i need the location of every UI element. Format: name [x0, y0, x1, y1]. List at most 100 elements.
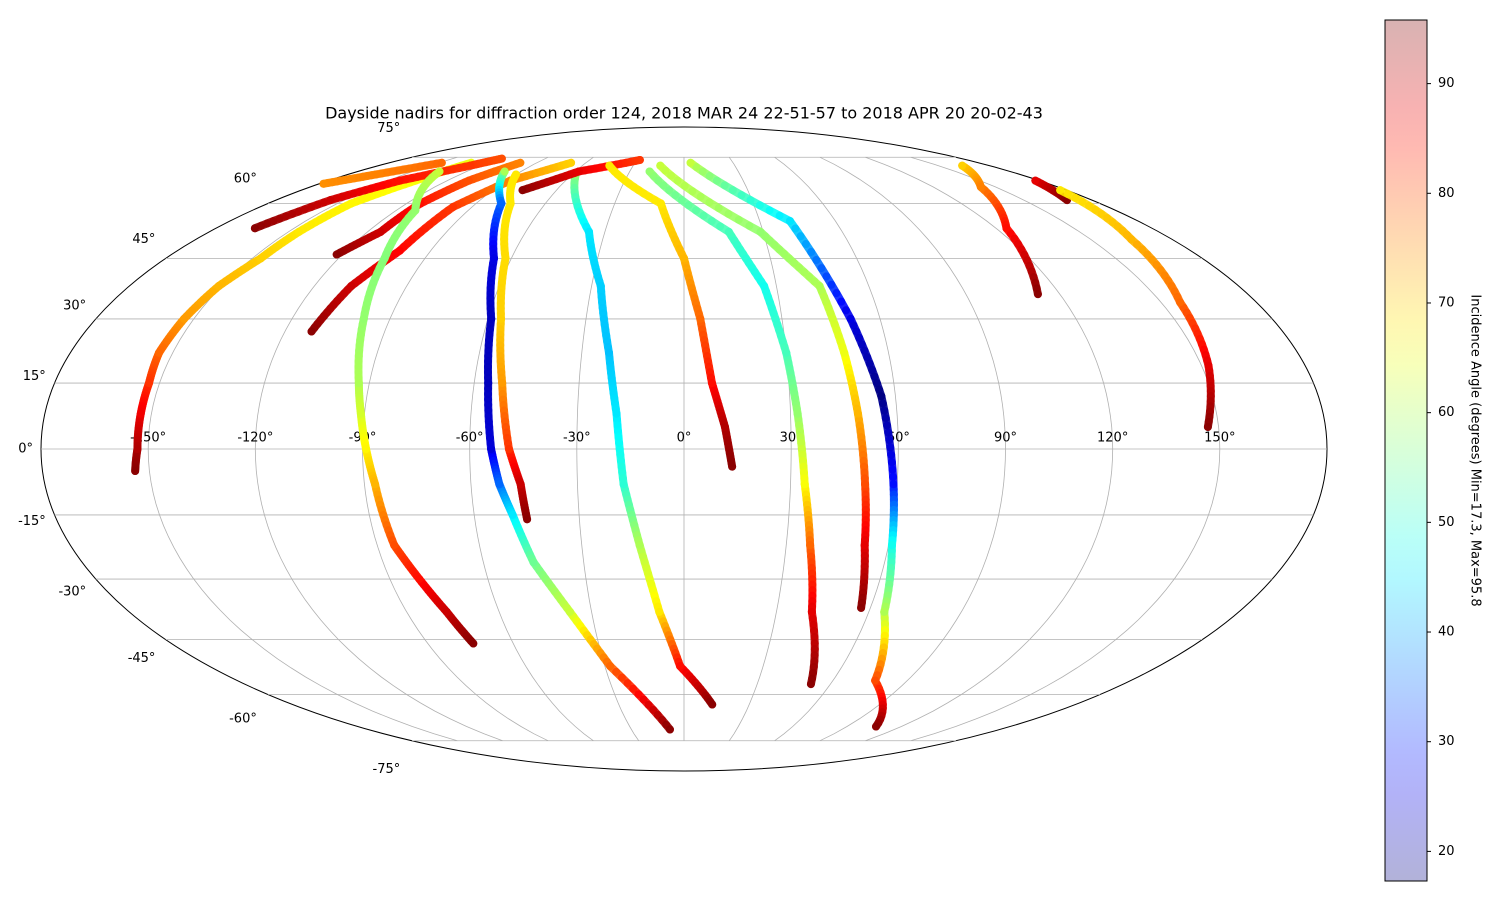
nadir-point — [853, 409, 862, 418]
colorbar-tick-label: 20 — [1438, 844, 1455, 859]
nadir-point — [501, 254, 510, 263]
nadir-point — [362, 445, 371, 453]
nadir-point — [435, 167, 444, 176]
nadir-point — [656, 199, 665, 208]
nadir-point — [656, 161, 665, 170]
nadir-point — [497, 154, 506, 163]
nadir-point — [1127, 235, 1136, 244]
nadir-point — [574, 167, 583, 176]
nadir-point — [326, 196, 335, 205]
nadir-point — [332, 250, 341, 259]
nadir-point — [756, 227, 765, 236]
nadir-point — [696, 314, 705, 323]
nadir-point — [567, 158, 576, 167]
nadir-point — [860, 541, 869, 550]
nadir-point — [504, 445, 513, 453]
nadir-point — [815, 282, 824, 291]
nadir-point — [489, 254, 498, 263]
nadir-point — [760, 282, 769, 291]
lon-tick-label: 150° — [1204, 431, 1235, 446]
nadir-point — [1033, 290, 1042, 299]
lon-tick-label: 90° — [994, 431, 1017, 446]
nadir-point — [390, 541, 399, 550]
nadir-point — [498, 379, 507, 388]
nadir-point — [500, 167, 509, 176]
nadir-point — [294, 227, 303, 236]
nadir-point — [857, 603, 866, 612]
lat-tick-label: 0° — [18, 442, 33, 457]
nadir-point — [887, 541, 896, 550]
nadir-point — [516, 158, 525, 167]
nadir-point — [371, 480, 380, 489]
nadir-point — [307, 327, 316, 336]
nadir-point — [708, 700, 717, 709]
nadir-point — [619, 480, 628, 489]
nadir-point — [635, 541, 644, 550]
colorbar-tick-label: 50 — [1438, 515, 1455, 530]
chart-title: Dayside nadirs for diffraction order 124… — [325, 104, 1043, 123]
nadir-point — [145, 379, 154, 388]
nadir-point — [680, 254, 688, 263]
lat-tick-label: -60° — [229, 711, 257, 726]
nadir-point — [319, 179, 328, 188]
nadir-point — [1203, 422, 1212, 431]
nadir-point — [728, 462, 737, 471]
nadir-point — [645, 167, 654, 176]
nadir-point — [523, 515, 532, 524]
nadir-point — [782, 348, 791, 357]
nadir-point — [846, 314, 855, 323]
lon-tick-label: -30° — [563, 431, 591, 446]
tracks — [131, 154, 1215, 734]
nadir-point — [720, 422, 729, 431]
lat-tick-label: 15° — [23, 369, 46, 384]
nadir-point — [508, 510, 517, 519]
nadir-point — [415, 575, 424, 584]
nadir-point — [1176, 298, 1185, 307]
lat-tick-label: 75° — [377, 121, 400, 136]
nadir-point — [437, 158, 446, 167]
lon-tick-label: 120° — [1097, 431, 1128, 446]
nadir-point — [889, 480, 898, 489]
nadir-point — [256, 254, 265, 263]
nadir-point — [800, 480, 809, 489]
lat-tick-label: -45° — [128, 651, 156, 666]
nadir-point — [861, 480, 870, 489]
nadir-point — [707, 379, 716, 388]
nadir-point — [354, 379, 363, 388]
nadir-point — [872, 722, 881, 731]
colorbar-tick-label: 90 — [1438, 76, 1455, 91]
nadir-point — [1031, 176, 1040, 185]
nadir-point — [469, 639, 478, 648]
nadir-point — [518, 186, 527, 195]
nadir-point — [371, 170, 380, 179]
nadir-point — [395, 246, 404, 255]
nadir-point — [635, 155, 644, 164]
lat-tick-label: 60° — [234, 172, 257, 187]
lon-tick-label: -60° — [456, 431, 484, 446]
colorbar-tick-label: 30 — [1438, 734, 1455, 749]
nadir-point — [806, 680, 815, 689]
nadir-point — [495, 480, 504, 489]
nadir-point — [411, 206, 420, 215]
nadir-point — [976, 182, 985, 191]
nadir-point — [133, 445, 142, 453]
colorbar — [1384, 19, 1428, 882]
lon-tick-label: 0° — [677, 431, 692, 446]
nadir-point — [958, 161, 967, 170]
colorbar-label: Incidence Angle (degrees) Min=17.3, Max=… — [1468, 294, 1483, 606]
nadir-point — [1002, 224, 1011, 233]
nadir-point — [605, 161, 614, 170]
nadir-point — [606, 662, 615, 671]
nadir-point — [566, 607, 575, 616]
nadir-point — [880, 607, 889, 616]
lat-tick-label: 30° — [63, 298, 86, 313]
nadir-point — [376, 227, 385, 236]
nadir-point — [1204, 361, 1213, 370]
nadir-point — [487, 445, 496, 453]
nadir-point — [516, 480, 525, 489]
nadir-point — [511, 170, 520, 179]
nadir-point — [807, 607, 816, 616]
nadir-point — [604, 348, 613, 357]
nadir-point — [785, 217, 794, 226]
